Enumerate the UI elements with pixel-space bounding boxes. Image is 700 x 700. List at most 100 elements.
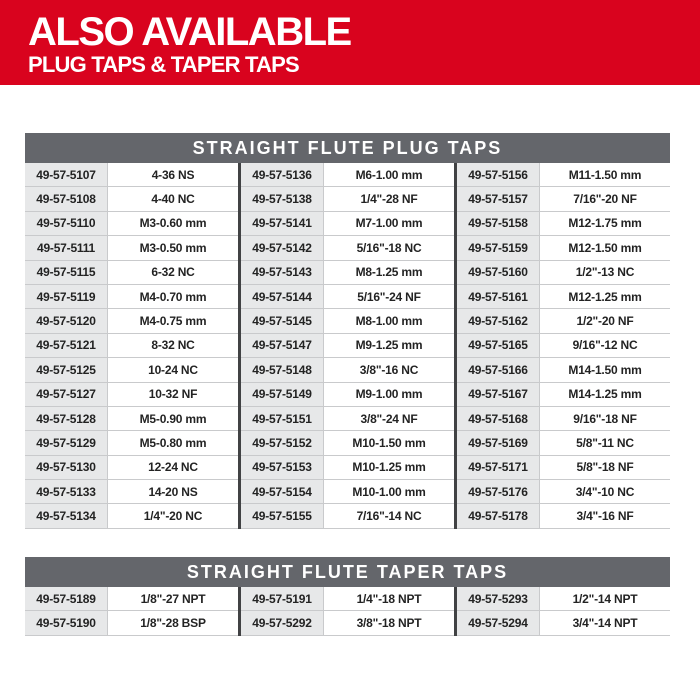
part-number-cell: 49-57-5178 bbox=[457, 504, 540, 528]
part-number-cell: 49-57-5151 bbox=[241, 406, 324, 431]
thread-size-cell: M3-0.60 mm bbox=[108, 211, 238, 236]
part-number-cell: 49-57-5152 bbox=[241, 431, 324, 455]
banner-subtitle: PLUG TAPS & TAPER TAPS bbox=[28, 52, 300, 77]
part-number-cell: 49-57-5120 bbox=[25, 309, 108, 333]
table-row: 49-57-5133 14-20 NS 49-57-5154 M10-1.00 mm 4… bbox=[25, 480, 670, 505]
part-number-cell: 49-57-5154 bbox=[241, 480, 324, 504]
thread-size-cell: 1/8"-28 BSP bbox=[108, 611, 238, 635]
part-number-cell: 49-57-5168 bbox=[457, 406, 540, 431]
thread-size-cell: 10-24 NC bbox=[108, 358, 238, 382]
thread-size-cell: 3/4"-14 NPT bbox=[540, 611, 670, 635]
thread-size-cell: 1/4"-20 NC bbox=[108, 504, 238, 528]
table-row: 49-57-5130 12-24 NC 49-57-5153 M10-1.25 mm 4… bbox=[25, 455, 670, 481]
thread-size-cell: 5/8"-11 NC bbox=[540, 431, 670, 455]
part-number-cell: 49-57-5136 bbox=[241, 163, 324, 187]
table-row: 49-57-5128 M5-0.90 mm 49-57-5151 3/8"-24 NF… bbox=[25, 406, 670, 432]
thread-size-cell: M9-1.25 mm bbox=[324, 333, 454, 358]
table-row: 49-57-5119 M4-0.70 mm 49-57-5144 5/16"-24 N… bbox=[25, 284, 670, 310]
part-number-cell: 49-57-5293 bbox=[457, 587, 540, 611]
part-number-cell: 49-57-5176 bbox=[457, 480, 540, 504]
thread-size-cell: M14-1.25 mm bbox=[540, 382, 670, 406]
thread-size-cell: 1/2"-13 NC bbox=[540, 260, 670, 284]
thread-size-cell: 9/16"-18 NF bbox=[540, 406, 670, 431]
thread-size-cell: M14-1.50 mm bbox=[540, 358, 670, 382]
thread-size-cell: 3/4"-10 NC bbox=[540, 480, 670, 504]
taper-taps-table: STRAIGHT FLUTE TAPER TAPS 49-57-5189 1/8"… bbox=[25, 557, 670, 636]
part-number-cell: 49-57-5167 bbox=[457, 382, 540, 406]
thread-size-cell: M9-1.00 mm bbox=[324, 382, 454, 406]
thread-size-cell: 4-36 NS bbox=[108, 163, 238, 187]
column-group-divider bbox=[454, 587, 457, 636]
table-row: 49-57-5189 1/8"-27 NPT 49-57-5191 1/4"-18 N… bbox=[25, 587, 670, 612]
part-number-cell: 49-57-5144 bbox=[241, 284, 324, 309]
thread-size-cell: 5/16"-24 NF bbox=[324, 284, 454, 309]
part-number-cell: 49-57-5134 bbox=[25, 504, 108, 528]
thread-size-cell: M12-1.50 mm bbox=[540, 236, 670, 260]
table-row: 49-57-5108 4-40 NC 49-57-5138 1/4"-28 NF 49-… bbox=[25, 187, 670, 212]
thread-size-cell: 1/2"-14 NPT bbox=[540, 587, 670, 611]
part-number-cell: 49-57-5158 bbox=[457, 211, 540, 236]
thread-size-cell: 3/8"-16 NC bbox=[324, 358, 454, 382]
part-number-cell: 49-57-5155 bbox=[241, 504, 324, 528]
thread-size-cell: M5-0.90 mm bbox=[108, 406, 238, 431]
part-number-cell: 49-57-5143 bbox=[241, 260, 324, 284]
part-number-cell: 49-57-5111 bbox=[25, 236, 108, 260]
table-row: 49-57-5121 8-32 NC 49-57-5147 M9-1.25 mm 49-… bbox=[25, 333, 670, 359]
part-number-cell: 49-57-5133 bbox=[25, 480, 108, 504]
table-row: 49-57-5134 1/4"-20 NC 49-57-5155 7/16"-14 N… bbox=[25, 504, 670, 529]
thread-size-cell: M6-1.00 mm bbox=[324, 163, 454, 187]
plug-taps-table-title: STRAIGHT FLUTE PLUG TAPS bbox=[25, 133, 670, 163]
table-row: 49-57-5120 M4-0.75 mm 49-57-5145 M8-1.00 mm… bbox=[25, 309, 670, 334]
part-number-cell: 49-57-5157 bbox=[457, 187, 540, 211]
part-number-cell: 49-57-5142 bbox=[241, 236, 324, 260]
taper-taps-table-body: 49-57-5189 1/8"-27 NPT 49-57-5191 1/4"-18 N… bbox=[25, 587, 670, 636]
part-number-cell: 49-57-5145 bbox=[241, 309, 324, 333]
thread-size-cell: M3-0.50 mm bbox=[108, 236, 238, 260]
table-row: 49-57-5125 10-24 NC 49-57-5148 3/8"-16 NC 49… bbox=[25, 358, 670, 383]
thread-size-cell: 1/4"-28 NF bbox=[324, 187, 454, 211]
thread-size-cell: M7-1.00 mm bbox=[324, 211, 454, 236]
column-group-divider bbox=[454, 163, 457, 529]
part-number-cell: 49-57-5147 bbox=[241, 333, 324, 358]
part-number-cell: 49-57-5191 bbox=[241, 587, 324, 611]
part-number-cell: 49-57-5165 bbox=[457, 333, 540, 358]
table-row: 49-57-5115 6-32 NC 49-57-5143 M8-1.25 mm 49-… bbox=[25, 260, 670, 285]
part-number-cell: 49-57-5161 bbox=[457, 284, 540, 309]
part-number-cell: 49-57-5166 bbox=[457, 358, 540, 382]
part-number-cell: 49-57-5108 bbox=[25, 187, 108, 211]
thread-size-cell: 5/16"-18 NC bbox=[324, 236, 454, 260]
plug-taps-table: STRAIGHT FLUTE PLUG TAPS 49-57-5107 4-36 … bbox=[25, 133, 670, 529]
part-number-cell: 49-57-5119 bbox=[25, 284, 108, 309]
part-number-cell: 49-57-5138 bbox=[241, 187, 324, 211]
part-number-cell: 49-57-5153 bbox=[241, 455, 324, 480]
thread-size-cell: 14-20 NS bbox=[108, 480, 238, 504]
taper-taps-table-title: STRAIGHT FLUTE TAPER TAPS bbox=[25, 557, 670, 587]
part-number-cell: 49-57-5149 bbox=[241, 382, 324, 406]
thread-size-cell: M4-0.75 mm bbox=[108, 309, 238, 333]
thread-size-cell: M4-0.70 mm bbox=[108, 284, 238, 309]
part-number-cell: 49-57-5189 bbox=[25, 587, 108, 611]
thread-size-cell: M11-1.50 mm bbox=[540, 163, 670, 187]
column-group-divider bbox=[238, 587, 241, 636]
thread-size-cell: 3/8"-24 NF bbox=[324, 406, 454, 431]
part-number-cell: 49-57-5160 bbox=[457, 260, 540, 284]
part-number-cell: 49-57-5129 bbox=[25, 431, 108, 455]
part-number-cell: 49-57-5115 bbox=[25, 260, 108, 284]
part-number-cell: 49-57-5294 bbox=[457, 611, 540, 635]
part-number-cell: 49-57-5121 bbox=[25, 333, 108, 358]
thread-size-cell: 1/4"-18 NPT bbox=[324, 587, 454, 611]
thread-size-cell: M10-1.00 mm bbox=[324, 480, 454, 504]
thread-size-cell: 10-32 NF bbox=[108, 382, 238, 406]
thread-size-cell: M10-1.50 mm bbox=[324, 431, 454, 455]
part-number-cell: 49-57-5141 bbox=[241, 211, 324, 236]
part-number-cell: 49-57-5130 bbox=[25, 455, 108, 480]
thread-size-cell: M8-1.25 mm bbox=[324, 260, 454, 284]
table-row: 49-57-5127 10-32 NF 49-57-5149 M9-1.00 mm 49… bbox=[25, 382, 670, 407]
part-number-cell: 49-57-5159 bbox=[457, 236, 540, 260]
part-number-cell: 49-57-5171 bbox=[457, 455, 540, 480]
part-number-cell: 49-57-5128 bbox=[25, 406, 108, 431]
thread-size-cell: M5-0.80 mm bbox=[108, 431, 238, 455]
part-number-cell: 49-57-5148 bbox=[241, 358, 324, 382]
part-number-cell: 49-57-5190 bbox=[25, 611, 108, 635]
